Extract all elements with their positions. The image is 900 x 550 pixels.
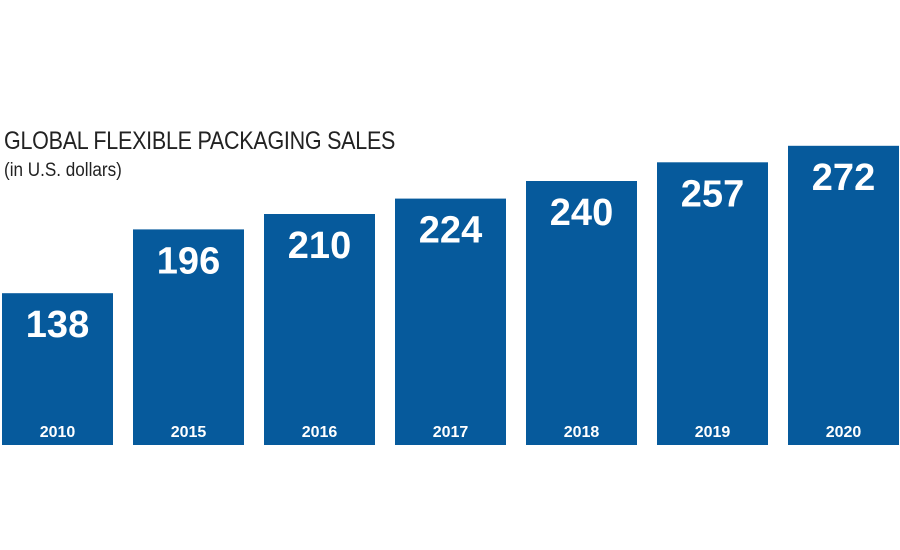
bar-2010	[2, 293, 113, 445]
bars-group: 138 2010 196 2015 210 2016 224 2017 240 2018 257 20…	[2, 145, 899, 446]
chart-title: GLOBAL FLEXIBLE PACKAGING SALES	[4, 127, 396, 155]
category-label-2010: 2010	[40, 424, 76, 441]
bar-2017	[395, 198, 506, 445]
data-label-2017: 224	[419, 210, 482, 252]
bar-2015	[133, 229, 244, 445]
chart-subtitle: (in U.S. dollars)	[4, 160, 122, 181]
data-label-2018: 240	[550, 192, 613, 234]
data-label-2016: 210	[288, 225, 351, 267]
data-label-2019: 257	[681, 173, 744, 215]
category-label-2015: 2015	[171, 424, 207, 441]
data-label-2020: 272	[812, 157, 875, 199]
bar-2020	[788, 145, 899, 446]
category-label-2020: 2020	[826, 424, 862, 441]
bar-2019	[657, 162, 768, 446]
data-label-2010: 138	[26, 304, 89, 346]
category-label-2016: 2016	[302, 424, 338, 441]
category-label-2018: 2018	[564, 424, 600, 441]
category-label-2019: 2019	[695, 424, 731, 441]
bar-2018	[526, 181, 637, 445]
bar-2016	[264, 214, 375, 445]
category-label-2017: 2017	[433, 424, 469, 441]
data-label-2015: 196	[157, 240, 220, 282]
